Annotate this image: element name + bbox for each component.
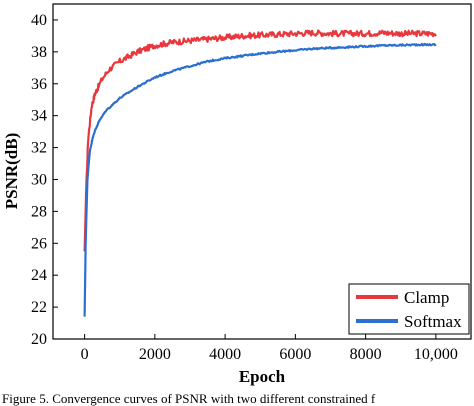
- y-tick-label: 36: [31, 76, 47, 93]
- x-tick-label: 8000: [350, 346, 382, 363]
- x-tick-label: 2000: [139, 346, 171, 363]
- x-tick-label: 4000: [209, 346, 241, 363]
- legend-box: [348, 283, 470, 335]
- y-axis-title: PSNR(dB): [2, 133, 21, 210]
- y-tick-label: 32: [31, 140, 47, 157]
- x-tick-label: 6000: [279, 346, 311, 363]
- y-tick-label: 34: [31, 108, 47, 125]
- y-tick-label: 38: [31, 44, 47, 61]
- y-tick-label: 40: [31, 12, 47, 29]
- x-tick-label: 0: [81, 346, 89, 363]
- y-tick-label: 24: [31, 267, 47, 284]
- y-tick-label: 28: [31, 203, 47, 220]
- x-tick-label: 10,000: [414, 346, 458, 363]
- y-tick-label: 26: [31, 235, 47, 252]
- y-axis-ticks: 20 22 24 26 28 30 32 34 36 38 40: [31, 12, 58, 348]
- y-tick-label: 30: [31, 171, 47, 188]
- series-layer: [83, 29, 437, 317]
- legend: Clamp Softmax: [348, 283, 470, 335]
- y-tick-label: 22: [31, 299, 47, 316]
- figure-caption: Figure 5. Convergence curves of PSNR wit…: [2, 391, 376, 406]
- x-axis-ticks: 0 2000 4000 6000 8000 10,000: [81, 334, 458, 363]
- legend-label-softmax: Softmax: [404, 312, 462, 331]
- series-line-clamp: [83, 29, 437, 252]
- y-tick-label: 20: [31, 331, 47, 348]
- x-axis-title: Epoch: [239, 367, 286, 386]
- series-line-softmax: [83, 42, 437, 317]
- plot-frame: [52, 3, 472, 340]
- legend-label-clamp: Clamp: [404, 288, 449, 307]
